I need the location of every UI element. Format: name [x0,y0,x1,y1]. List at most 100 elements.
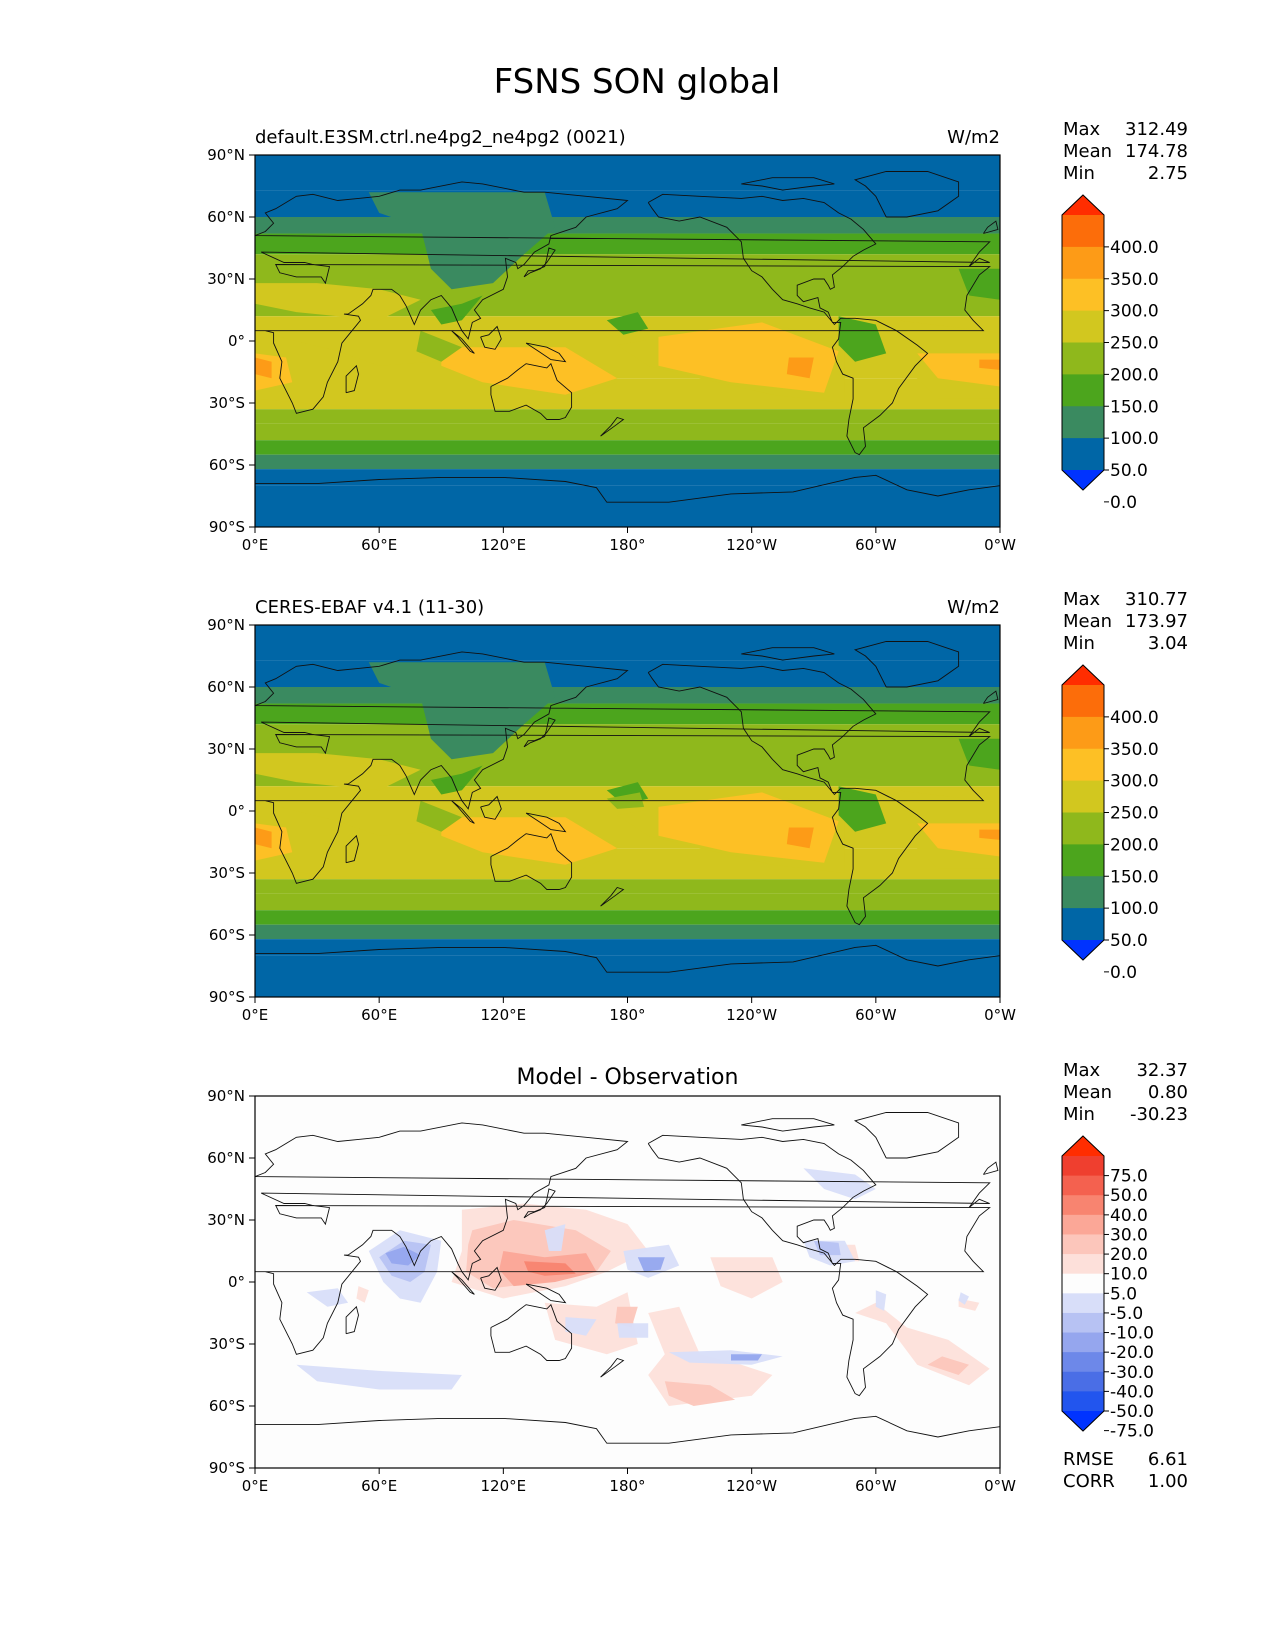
contour-band-12 [255,939,1000,956]
lon-tick-label: 120°E [481,1006,527,1024]
colorbar-swatch [1062,685,1104,718]
coastline-5 [525,342,567,363]
contour-region-8 [255,827,272,849]
lon-tick-label: 0°E [242,1477,269,1495]
coastline-12 [983,220,999,234]
colorbar-label: 50.0 [1110,461,1148,481]
colorbar-label: 200.0 [1110,365,1159,385]
stat-value-min: -30.23 [1130,1104,1188,1125]
lon-tick-label: 120°W [726,1477,777,1495]
map-field [255,1096,1000,1468]
coastline-12 [983,690,999,704]
coastline-4 [480,795,502,820]
contour-region-15 [255,753,421,791]
lon-tick-label: 0°W [984,1006,1016,1024]
lon-tick-label: 60°W [855,1477,897,1495]
coastline-7 [853,641,960,688]
colorbar-extend-min [1062,470,1104,490]
colorbar-swatch [1062,780,1104,814]
contour-band-0 [255,625,1000,661]
diff-region-10 [927,1356,969,1375]
contour-band-1 [255,660,1000,687]
colorbar-swatch [1062,278,1104,312]
map-panel-2: 90°N 60°N 30°N 0° 30°S 60°S 90°S0°E 60°E 120°E 18… [207,589,1188,1024]
contour-region-12 [606,312,649,335]
panel-left-title: CERES-EBAF v4.1 (11-30) [255,597,484,618]
contour-band-8 [255,879,1000,894]
colorbar-swatch [1062,1352,1104,1373]
colorbar-label: 300.0 [1110,772,1159,792]
lon-tick-label: 0°E [242,536,269,554]
colorbar-swatch [1062,1391,1104,1412]
diff-region-6 [648,1306,773,1406]
colorbar-label: 150.0 [1110,397,1159,417]
lat-tick-label: 60°N [207,678,245,696]
contour-band-9 [255,893,1000,911]
colorbar-label: 250.0 [1110,804,1159,824]
coastline-8 [600,1357,625,1378]
colorbar: 400.0 350.0 300.0 250.0 200.0 150.0 100.0 50.0 0… [1061,194,1159,513]
diff-region-8 [710,1257,783,1299]
stat-value-mean: 174.78 [1125,141,1188,162]
coastline-10 [255,944,1000,973]
contour-band-12 [255,469,1000,486]
colorbar-label: 400.0 [1110,708,1159,728]
lat-tick-label: 90°N [207,146,245,164]
coastline-12 [983,1161,999,1175]
contour-region-0 [255,330,618,410]
lon-tick-label: 180° [609,1006,645,1024]
colorbar-swatch [1062,342,1104,375]
coastline-7 [853,171,960,218]
metric-value-rmse: 6.61 [1148,1449,1188,1470]
colorbar-swatch [1062,215,1104,248]
colorbar-outline [1061,194,1105,491]
coastline-11 [741,1118,835,1132]
colorbar-extend-max [1062,195,1104,215]
colorbar-swatch [1062,406,1104,439]
colorbar-swatch [1062,1371,1104,1392]
lon-tick-label: 180° [609,1477,645,1495]
colorbar-label: 100.0 [1110,429,1159,449]
lat-tick-label: 30°S [209,394,245,412]
map-background [255,1096,1000,1468]
stat-label-min: Min [1063,633,1095,654]
metric-value-corr: 1.00 [1148,1471,1188,1492]
colorbar-swatch [1062,748,1104,782]
diff-region-25 [731,1354,762,1361]
coastline-2 [490,1303,573,1361]
contour-band-11 [255,924,1000,940]
stat-value-mean: 173.97 [1125,611,1188,632]
lon-tick-label: 180° [609,536,645,554]
coastline-3 [451,330,475,354]
colorbar-label: 5.0 [1110,1284,1137,1304]
lat-tick-label: 60°S [209,1397,245,1415]
contour-band-8 [255,409,1000,424]
contour-region-15 [255,283,421,321]
diff-region-5 [615,1306,638,1328]
lon-tick-label: 60°E [361,536,397,554]
lon-tick-label: 120°E [481,1477,527,1495]
panel-units: W/m2 [947,597,1000,618]
colorbar-extend-min [1062,1411,1104,1431]
coastline-1 [647,193,929,456]
lat-tick-label: 30°N [207,270,245,288]
stat-label-max: Max [1063,1060,1101,1081]
diff-region-19 [544,1224,566,1251]
lon-tick-label: 120°W [726,536,777,554]
contour-region-13 [838,786,887,832]
coastline-11 [741,647,835,661]
stat-label-max: Max [1063,119,1101,140]
contour-region-9 [979,359,1000,370]
colorbar-label: -10.0 [1110,1324,1154,1344]
colorbar-label: 200.0 [1110,835,1159,855]
lat-tick-label: 60°N [207,1149,245,1167]
panel-center-title: Model - Observation [517,1065,739,1090]
coastline-6 [523,1188,556,1219]
stat-label-mean: Mean [1063,1082,1112,1103]
colorbar-swatch [1062,812,1104,845]
colorbar: 400.0 350.0 300.0 250.0 200.0 150.0 100.0 50.0 0… [1061,664,1159,983]
contour-region-9 [979,829,1000,840]
lat-tick-label: 90°N [207,1087,245,1105]
colorbar-extend-max [1062,1136,1104,1156]
colorbar-label: 0.0 [1110,493,1137,513]
